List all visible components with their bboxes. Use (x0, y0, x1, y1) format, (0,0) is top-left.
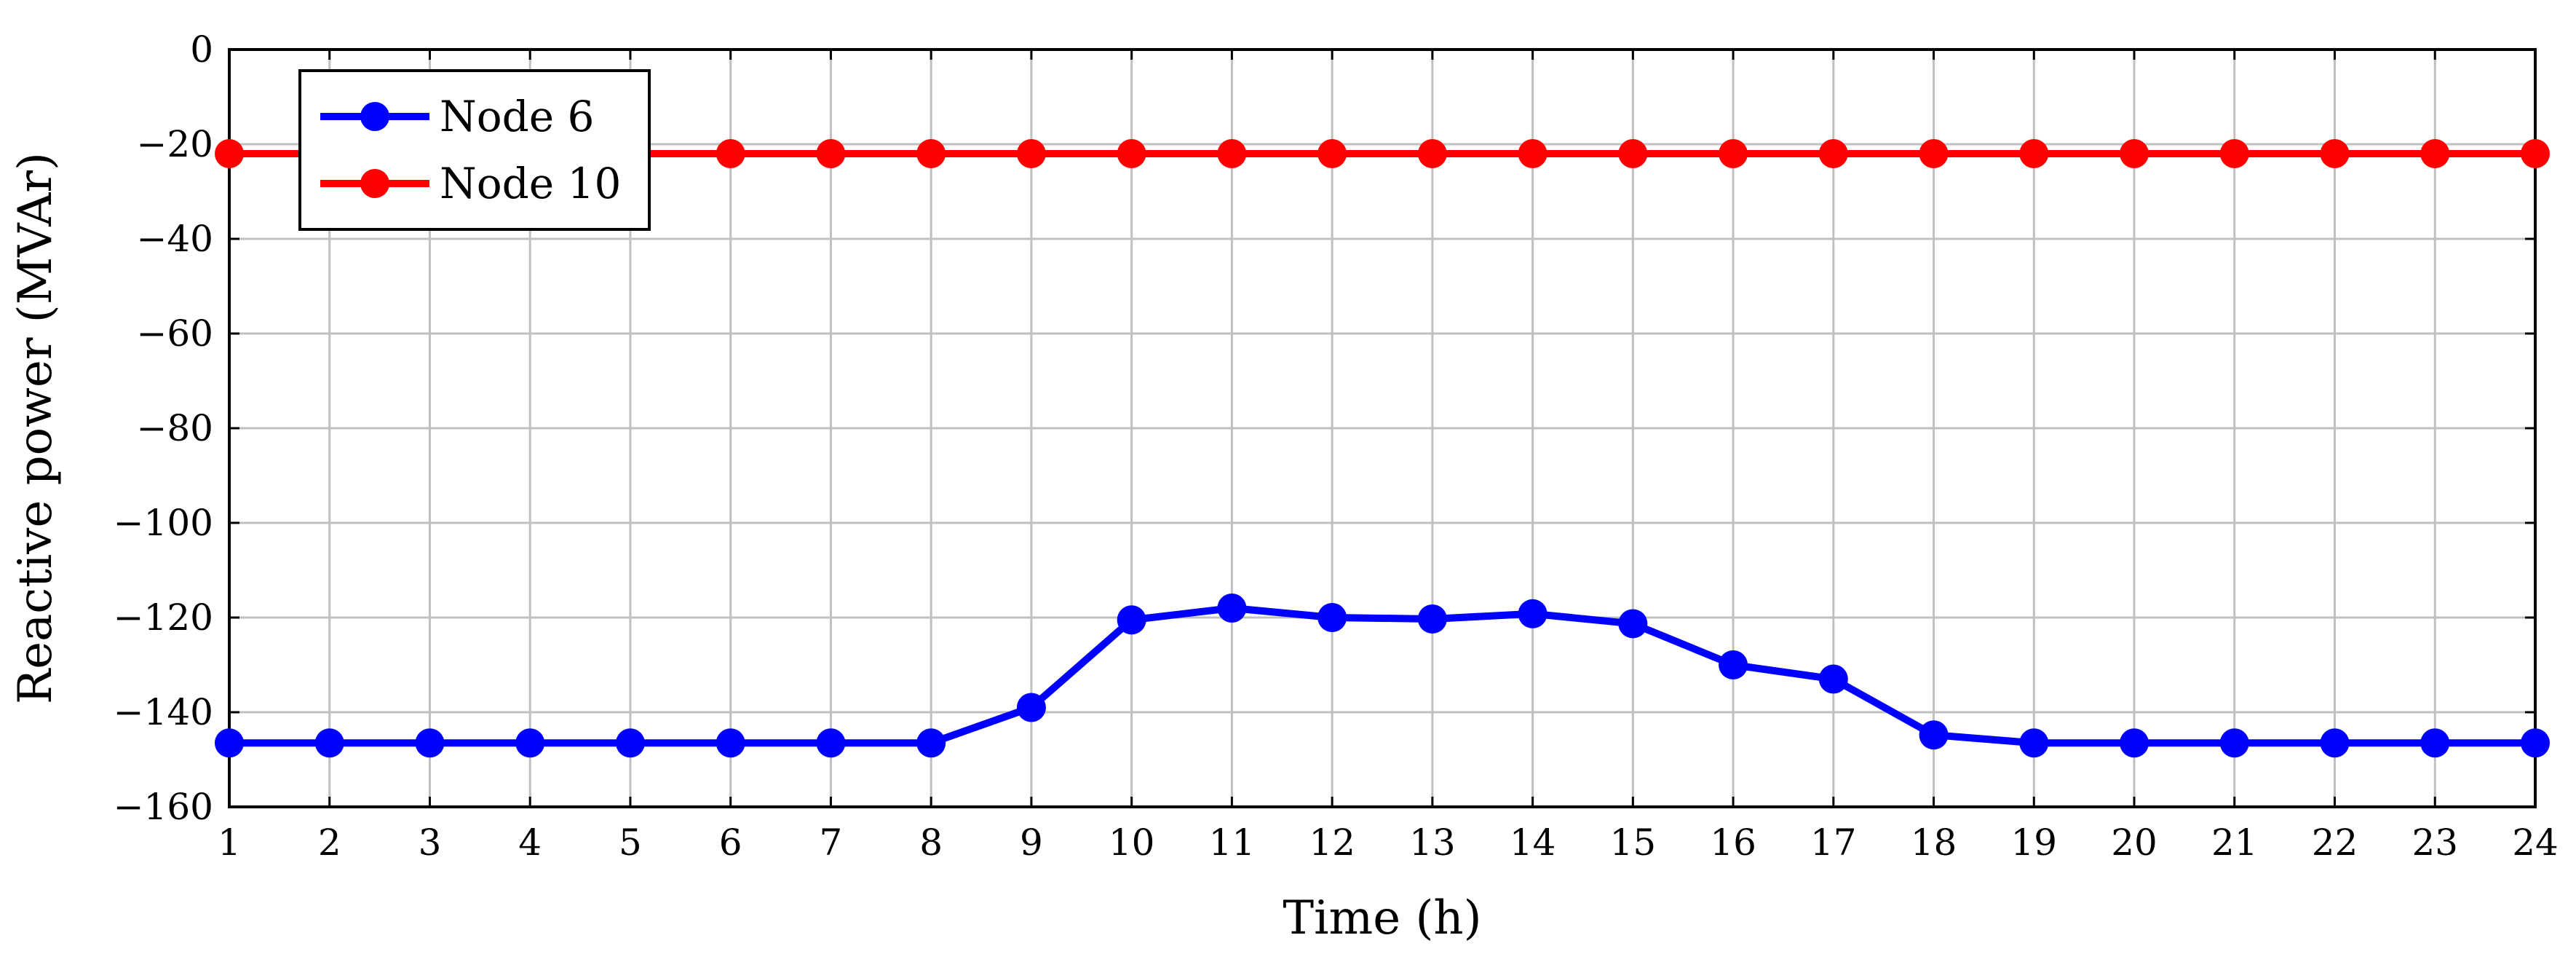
y-tick-label: 0 (190, 28, 213, 71)
x-tick-label: 11 (1209, 821, 1256, 864)
data-point (1217, 139, 1247, 168)
x-tick-label: 17 (1810, 821, 1857, 864)
data-point (1016, 139, 1046, 168)
data-point (1618, 139, 1648, 168)
legend-label: Node 10 (440, 159, 621, 208)
y-tick-label: −80 (136, 407, 213, 449)
data-point (2420, 728, 2450, 758)
y-tick-label: −40 (136, 218, 213, 260)
legend-swatch-marker (360, 102, 389, 131)
data-point (1117, 139, 1146, 168)
axes: 1 2 3 4 5 6 7 8 9 10 11 12 13 14 15 16 17 18 19 20 21 22 23 240… (114, 28, 2559, 864)
data-point (716, 139, 745, 168)
data-point (1719, 650, 1748, 679)
series-node-6 (215, 594, 2550, 758)
data-point (2521, 139, 2550, 168)
data-point (2019, 139, 2049, 168)
x-tick-label: 19 (2010, 821, 2057, 864)
y-tick-label: −60 (136, 312, 213, 355)
data-point (2120, 139, 2149, 168)
x-tick-label: 20 (2111, 821, 2157, 864)
legend-box (298, 69, 651, 231)
data-point (1518, 599, 1547, 628)
legend: Node 6 Node 10 (298, 69, 651, 231)
data-point (2219, 728, 2249, 758)
data-point (615, 728, 645, 758)
data-point (215, 139, 244, 168)
data-point (1518, 139, 1547, 168)
x-tick-label: 5 (619, 821, 642, 864)
legend-entry: Node 10 (320, 159, 621, 208)
data-point (1016, 693, 1046, 722)
y-tick-label: −120 (114, 596, 213, 639)
x-tick-label: 15 (1610, 821, 1657, 864)
data-point (2521, 728, 2550, 758)
data-point (2219, 139, 2249, 168)
data-point (716, 728, 745, 758)
plot-frame (228, 48, 2537, 808)
y-tick-label: −20 (136, 123, 213, 165)
x-tick-label: 2 (318, 821, 341, 864)
series-line (229, 604, 2535, 747)
data-point (2320, 139, 2350, 168)
x-tick-label: 23 (2411, 821, 2458, 864)
data-point (816, 139, 846, 168)
data-point (1719, 139, 1748, 168)
y-tick-label: −140 (114, 691, 213, 733)
data-point (1217, 594, 1247, 623)
data-point (1818, 139, 1848, 168)
x-tick-label: 3 (419, 821, 442, 864)
x-tick-label: 16 (1710, 821, 1756, 864)
data-point (1317, 139, 1347, 168)
data-point (515, 728, 545, 758)
x-tick-label: 18 (1911, 821, 1957, 864)
data-point (1117, 605, 1146, 635)
x-tick-label: 21 (2211, 821, 2258, 864)
y-axis-label: Reactive power (MVAr) (9, 152, 63, 704)
data-point (1919, 139, 1949, 168)
data-point (314, 728, 344, 758)
data-point (2420, 139, 2450, 168)
x-tick-label: 10 (1109, 821, 1155, 864)
x-tick-label: 24 (2512, 821, 2559, 864)
legend-swatch-marker (360, 169, 389, 198)
x-tick-label: 6 (719, 821, 742, 864)
x-tick-label: 14 (1510, 821, 1556, 864)
data-point (1317, 603, 1347, 632)
data-point (916, 139, 946, 168)
y-tick-label: −160 (114, 786, 213, 828)
data-point (2120, 728, 2149, 758)
x-tick-label: 1 (218, 821, 241, 864)
legend-entry: Node 6 (320, 92, 594, 141)
y-tick-label: −100 (114, 502, 213, 544)
x-tick-label: 12 (1309, 821, 1355, 864)
x-tick-label: 8 (919, 821, 943, 864)
data-point (2320, 728, 2350, 758)
data-point (1818, 664, 1848, 694)
data-point (1417, 604, 1447, 634)
x-axis-label: Time (h) (1283, 891, 1481, 945)
x-tick-label: 22 (2312, 821, 2358, 864)
x-tick-label: 9 (1020, 821, 1043, 864)
data-point (1618, 609, 1648, 639)
data-point (816, 728, 846, 758)
x-tick-label: 4 (518, 821, 542, 864)
data-point (215, 728, 244, 758)
data-point (415, 728, 445, 758)
x-tick-label: 7 (820, 821, 843, 864)
data-point (2019, 728, 2049, 758)
data-point (1919, 720, 1949, 750)
data-point (916, 728, 946, 758)
legend-label: Node 6 (440, 92, 594, 141)
data-point (1417, 139, 1447, 168)
x-tick-label: 13 (1409, 821, 1456, 864)
